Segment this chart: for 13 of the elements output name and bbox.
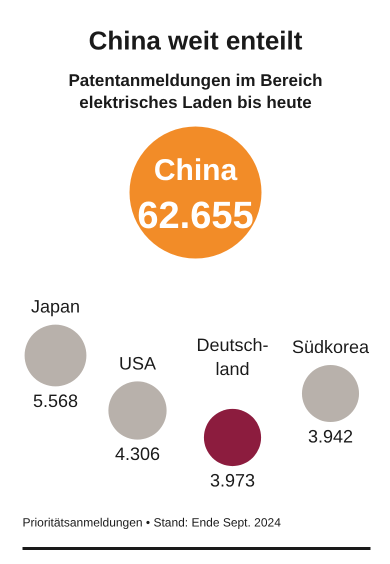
category-label: China [154, 154, 238, 187]
data-label: 4.306 [114, 444, 160, 464]
category-label: Japan [30, 296, 80, 317]
data-label: 5.568 [32, 390, 78, 411]
category-label: Südkorea [292, 336, 370, 357]
text: Patentanmeldungen im Bereich elektrisches Laden bis heute [68, 71, 323, 112]
text: China weit enteilt [88, 26, 303, 56]
text: Prioritätsanmeldungen • Stand: Ende Sept. 2024 [22, 516, 282, 530]
category-label: USA [118, 353, 156, 374]
data-label: 62.655 [137, 195, 254, 237]
category-label: Deutsch- land [196, 334, 269, 379]
data-label: 3.942 [308, 426, 354, 447]
data-label: 3.973 [210, 470, 256, 491]
